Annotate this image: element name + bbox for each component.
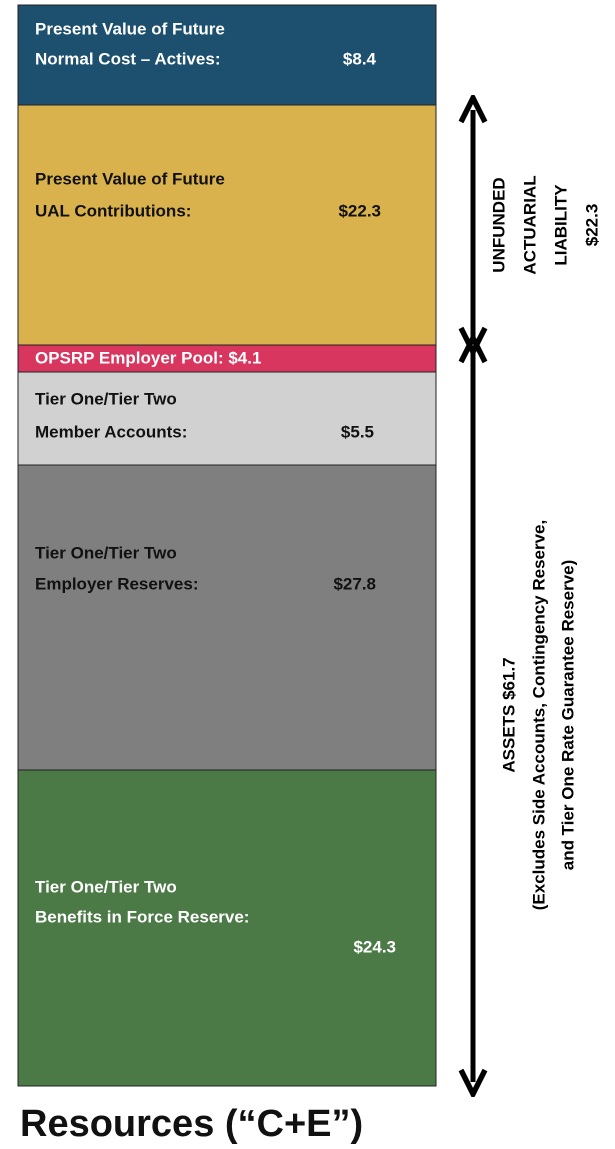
- ual-label: $22.3: [582, 204, 601, 247]
- segment: [17, 4, 437, 106]
- segment-label: OPSRP Employer Pool: $4.1: [35, 348, 261, 367]
- segment: [17, 344, 437, 373]
- segment-label: Tier One/Tier Two: [35, 877, 177, 896]
- segment-label: Tier One/Tier Two: [35, 543, 177, 562]
- segment: [17, 371, 437, 466]
- segment-value: $27.8: [333, 574, 376, 593]
- segment-value: $8.4: [343, 49, 377, 68]
- assets-label: and Tier One Rate Guarantee Reserve): [558, 560, 577, 871]
- segment-value: $22.3: [338, 201, 381, 220]
- segment-label: Present Value of Future: [35, 169, 225, 188]
- ual-label: LIABILITY: [551, 184, 570, 266]
- segment-label: Employer Reserves:: [35, 574, 198, 593]
- segment-value: $24.3: [353, 937, 396, 956]
- assets-label: (Excludes Side Accounts, Contingency Res…: [529, 520, 548, 911]
- title: Resources (“C+E”): [20, 1103, 363, 1145]
- segment: [17, 769, 437, 1087]
- segment-label: Tier One/Tier Two: [35, 389, 177, 408]
- segment-label: Present Value of Future: [35, 19, 225, 38]
- segment-label: Normal Cost – Actives:: [35, 49, 220, 68]
- segment: [17, 464, 437, 771]
- segment-value: $5.5: [341, 422, 374, 441]
- ual-label: ACTUARIAL: [520, 175, 539, 274]
- assets-label: ASSETS $61.7: [499, 657, 518, 772]
- segment-label: UAL Contributions:: [35, 201, 191, 220]
- segment-label: Member Accounts:: [35, 422, 187, 441]
- ual-label: UNFUNDED: [489, 177, 508, 272]
- segment: [17, 104, 437, 346]
- segment-label: Benefits in Force Reserve:: [35, 907, 249, 926]
